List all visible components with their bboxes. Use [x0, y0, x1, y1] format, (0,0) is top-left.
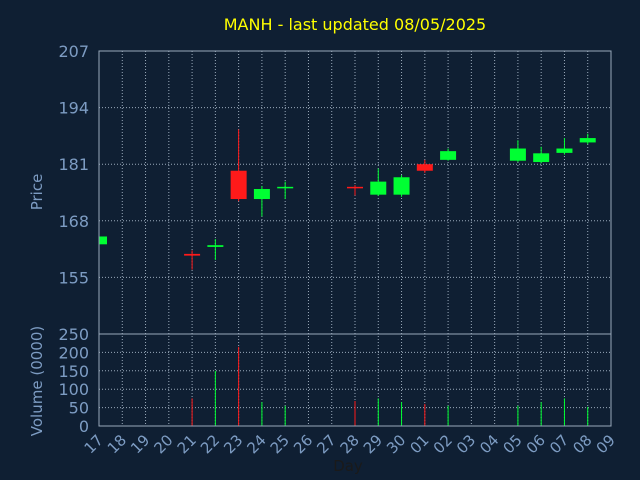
candles: [98, 129, 596, 270]
chart-title: MANH - last updated 08/05/2025: [224, 15, 486, 34]
candle-body: [184, 253, 201, 256]
volume-tick-label: 150: [58, 362, 89, 381]
volume-tick-label: 250: [58, 325, 89, 344]
price-axis-label: Price: [28, 174, 46, 211]
volume-axis-label: Volume (0000): [28, 326, 46, 436]
candle-body: [393, 177, 410, 195]
volume-tick-label: 50: [69, 399, 89, 418]
candle-body: [509, 148, 526, 161]
volume-bars: [191, 346, 589, 426]
volume-tick-label: 100: [58, 380, 89, 399]
candle-body: [579, 138, 596, 143]
candle-body: [230, 170, 247, 200]
volume-panel-frame: [98, 333, 612, 427]
candle-body: [99, 236, 107, 245]
candle-body: [533, 153, 550, 163]
candle-body: [207, 245, 224, 247]
volume-tick-label: 200: [58, 343, 89, 362]
candle-body: [416, 164, 433, 171]
candle-body: [253, 189, 270, 200]
volume-tick-label: 0: [79, 417, 89, 436]
price-tick-label: 155: [58, 268, 89, 287]
x-axis-label: Day: [333, 457, 363, 475]
candle-body: [347, 186, 363, 189]
price-tick-label: 181: [58, 155, 89, 174]
candle-body: [440, 151, 457, 160]
candle-body: [556, 148, 573, 153]
candle-body: [277, 186, 294, 189]
price-tick-label: 207: [58, 42, 89, 61]
candle-body: [370, 181, 387, 195]
price-tick-label: 194: [58, 99, 89, 118]
price-tick-label: 168: [58, 212, 89, 231]
